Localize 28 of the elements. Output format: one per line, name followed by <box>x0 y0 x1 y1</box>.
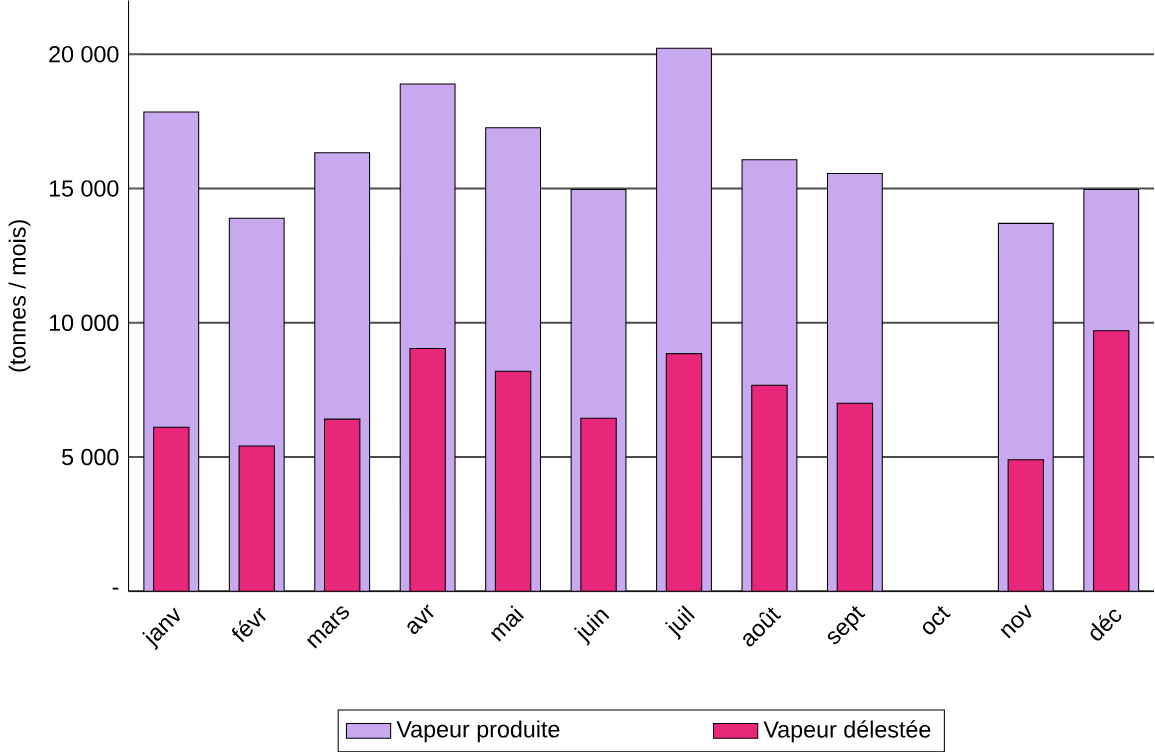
bar <box>837 403 873 592</box>
legend-label: Vapeur délestée <box>763 720 931 743</box>
y-tick-label: 20 000 <box>49 45 119 63</box>
bar <box>324 419 360 592</box>
x-tick-label: déc <box>1090 609 1122 641</box>
x-tick-label: oct <box>922 606 951 635</box>
y-tick-label: - <box>112 587 119 590</box>
bar <box>239 445 275 592</box>
x-tick-label: juin <box>573 609 610 646</box>
bar <box>1093 330 1130 592</box>
x-tick-label: sept <box>827 606 866 644</box>
x-tick-label: avr <box>407 604 434 634</box>
bar <box>409 348 446 592</box>
x-tick-label: févr <box>232 607 266 643</box>
y-tick-label: 10 000 <box>49 314 119 331</box>
y-axis-title: (tonnes / mois) <box>8 220 31 372</box>
legend-label: Vapeur produite <box>396 720 560 743</box>
bar <box>751 385 788 592</box>
x-tick-label: juil <box>664 605 695 640</box>
bar <box>666 353 702 592</box>
y-tick-label: 5 000 <box>62 448 119 466</box>
y-tick-label: 15 000 <box>49 180 119 197</box>
bar <box>580 418 617 592</box>
bar <box>1008 459 1044 592</box>
bar <box>153 427 189 592</box>
x-tick-label: nov <box>1000 604 1032 639</box>
bar <box>495 371 531 592</box>
x-tick-label: mai <box>490 605 524 642</box>
